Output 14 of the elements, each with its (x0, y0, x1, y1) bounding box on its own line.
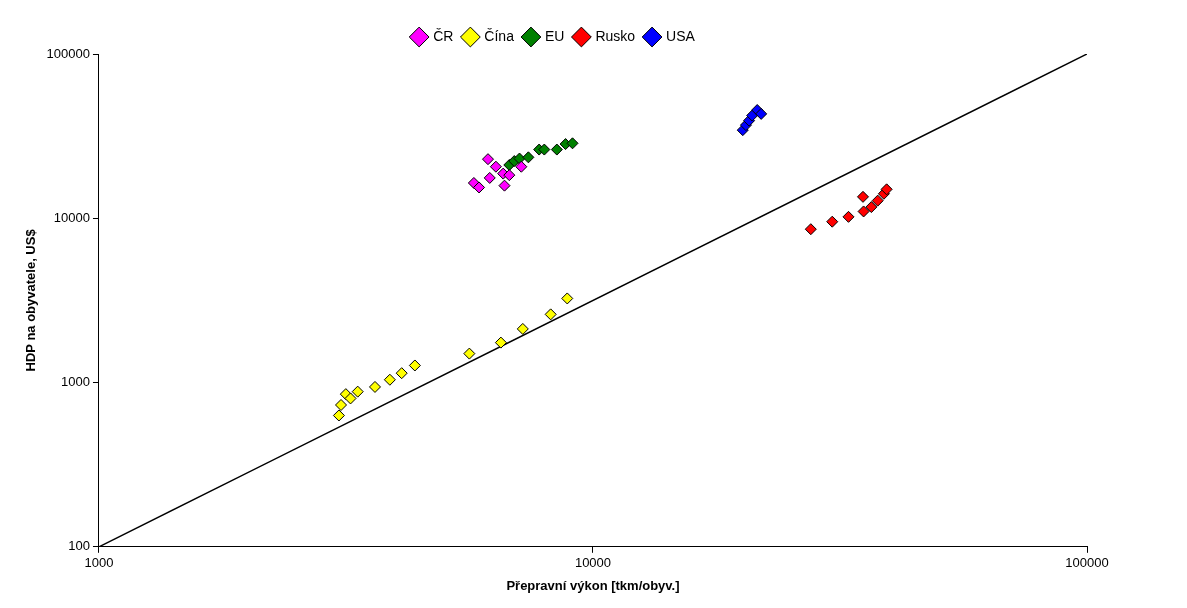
y-tick-label: 100 (68, 538, 90, 554)
y-tick-label: 1000 (61, 374, 90, 390)
x-tick-label: 1000 (84, 555, 114, 571)
y-tick-label: 100000 (46, 45, 90, 61)
legend-label: USA (666, 27, 696, 44)
x-tick-label: 100000 (1065, 555, 1109, 571)
x-axis-title: Přepravní výkon [tkm/obyv.] (506, 577, 680, 593)
y-axis-title: HDP na obyvatele, US$ (23, 228, 39, 372)
legend-label: Čína (484, 27, 515, 44)
legend-label: Rusko (595, 27, 636, 44)
x-tick-label: 10000 (574, 555, 612, 571)
y-tick-label: 10000 (53, 209, 90, 225)
legend-label: ČR (433, 27, 454, 44)
legend-label: EU (544, 27, 565, 44)
